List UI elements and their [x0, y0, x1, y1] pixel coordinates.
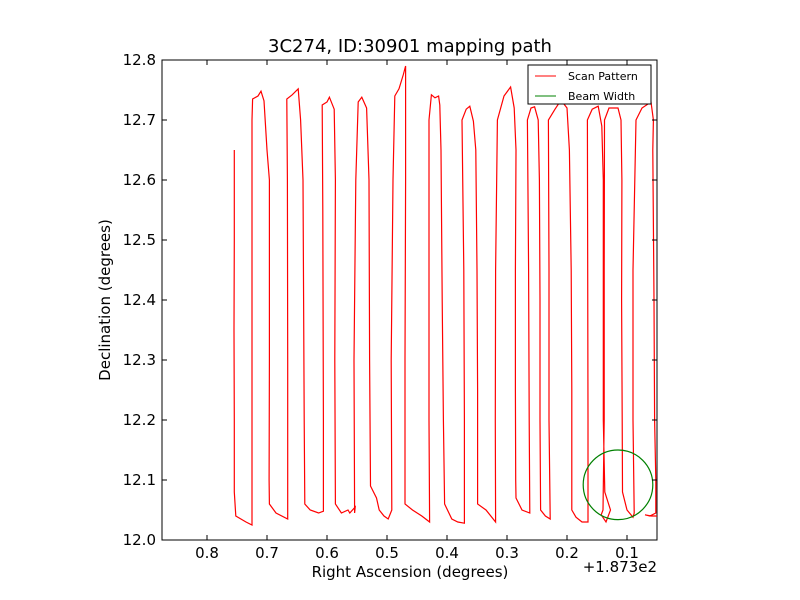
x-axis-label: Right Ascension (degrees) [312, 563, 509, 581]
x-tick-label: 0.8 [195, 544, 219, 562]
plot-area: 0.8 0.7 0.6 0.5 0.4 0.3 0.2 0.1 12.0 12.1 12.2 12.3… [123, 51, 658, 562]
ticks-layer: 0.8 0.7 0.6 0.5 0.4 0.3 0.2 0.1 12.0 12.1 12.2 12.3… [123, 51, 657, 562]
legend: Scan Pattern Beam Width [527, 64, 652, 105]
x-tick-label: 0.7 [255, 544, 279, 562]
beam-width-circle [582, 449, 654, 521]
y-tick-label: 12.6 [123, 171, 156, 189]
x-tick-label: 0.6 [315, 544, 339, 562]
x-tick-label: 0.1 [615, 544, 639, 562]
y-tick-label: 12.5 [123, 231, 156, 249]
x-axis-offset-label: +1.873e2 [583, 558, 657, 576]
series-layer [233, 65, 657, 526]
x-tick-label: 0.2 [555, 544, 579, 562]
y-tick-label: 12.1 [123, 471, 156, 489]
legend-label-beam-width: Beam Width [568, 90, 635, 103]
legend-label-scan-pattern: Scan Pattern [568, 70, 638, 83]
legend-box [527, 64, 652, 105]
y-tick-label: 12.0 [123, 531, 156, 549]
y-tick-label: 12.3 [123, 351, 156, 369]
x-tick-label: 0.5 [375, 544, 399, 562]
x-tick-label: 0.4 [435, 544, 459, 562]
y-axis-label: Declination (degrees) [96, 219, 114, 381]
axes-frame [161, 59, 658, 541]
chart-title: 3C274, ID:30901 mapping path [268, 36, 552, 57]
y-tick-label: 12.8 [123, 51, 156, 69]
y-tick-label: 12.4 [123, 291, 156, 309]
y-tick-label: 12.7 [123, 111, 156, 129]
y-tick-label: 12.2 [123, 411, 156, 429]
series-line-scan-pattern [233, 65, 657, 526]
x-tick-label: 0.3 [495, 544, 519, 562]
